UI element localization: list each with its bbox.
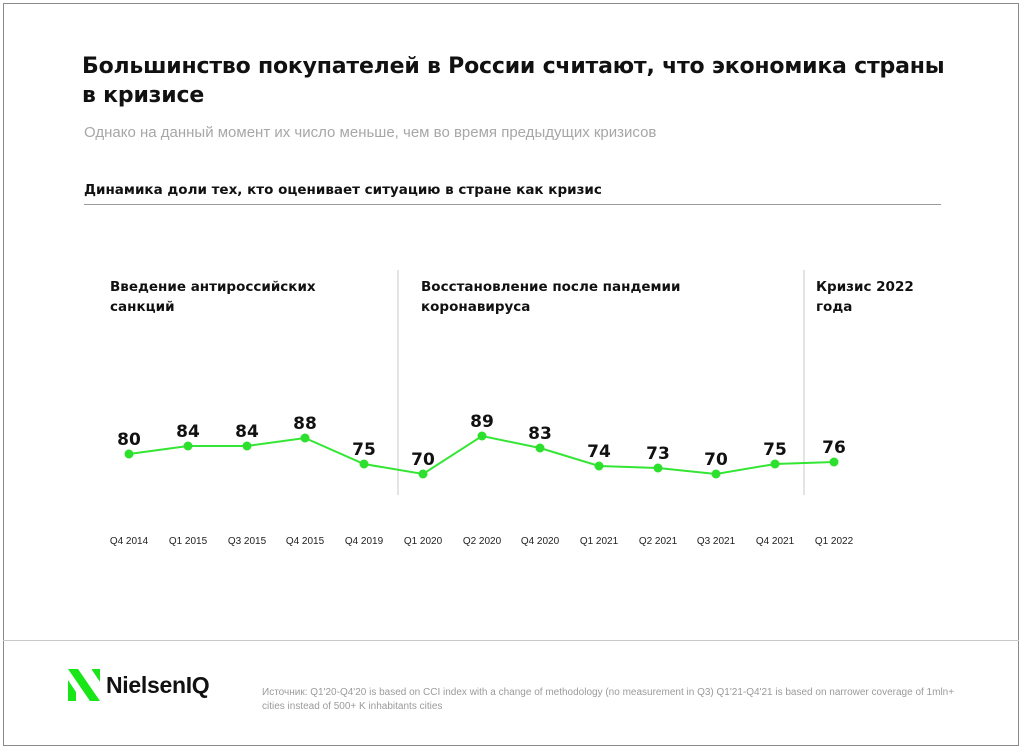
period-label-crisis-2022: Кризис 2022 года (816, 279, 914, 315)
x-tick-label: Q1 2022 (815, 536, 854, 547)
x-tick-label: Q3 2021 (697, 536, 736, 547)
x-tick-label: Q2 2020 (463, 536, 502, 547)
x-tick-label: Q2 2021 (639, 536, 678, 547)
data-point-q4-2020 (535, 443, 545, 453)
data-point-q4-2021 (770, 459, 780, 469)
chart-heading: Динамика доли тех, кто оценивает ситуаци… (84, 182, 602, 198)
data-label: 75 (352, 440, 376, 460)
x-tick-label: Q4 2020 (521, 536, 560, 547)
data-label: 88 (293, 414, 317, 434)
data-point-q2-2021 (653, 463, 663, 473)
page-subtitle: Однако на данный момент их число меньше,… (84, 124, 657, 141)
x-tick-label: Q4 2019 (345, 536, 384, 547)
x-tick-label: Q4 2014 (110, 536, 149, 547)
data-label: 89 (470, 412, 494, 432)
data-point-q1-2015 (183, 441, 193, 451)
period-label-sanctions: Введение антироссийских санкций (110, 279, 316, 315)
data-label: 73 (646, 444, 670, 464)
x-tick-label: Q3 2015 (228, 536, 267, 547)
data-point-q1-2020 (418, 469, 428, 479)
x-tick-label: Q4 2015 (286, 536, 325, 547)
data-point-q3-2021 (711, 469, 721, 479)
heading-divider (84, 204, 941, 205)
data-point-q4-2019 (359, 459, 369, 469)
data-point-q2-2020 (477, 431, 487, 441)
nielseniq-logo: NielsenIQ (66, 668, 210, 702)
nielseniq-mark-icon (68, 669, 100, 701)
x-tick-label: Q1 2020 (404, 536, 443, 547)
data-label: 84 (176, 422, 200, 442)
data-label: 70 (704, 450, 728, 470)
data-label: 74 (587, 442, 611, 462)
data-point-q1-2021 (594, 461, 604, 471)
data-point-q4-2014 (124, 449, 134, 459)
data-point-q3-2015 (242, 441, 252, 451)
data-point-q1-2022 (829, 457, 839, 467)
data-point-q4-2015 (300, 433, 310, 443)
data-label: 83 (528, 424, 552, 444)
data-label: 75 (763, 440, 787, 460)
source-note: Источник: Q1'20-Q4'20 is based on CCI in… (262, 687, 955, 712)
page-title: Большинство покупателей в России считают… (82, 54, 945, 108)
data-label: 70 (411, 450, 435, 470)
x-tick-label: Q4 2021 (756, 536, 795, 547)
page-frame (3, 3, 1019, 746)
data-label: 76 (822, 438, 846, 458)
x-tick-label: Q1 2015 (169, 536, 208, 547)
period-label-pandemic-recovery: Восстановление после пандемии коронавиру… (421, 279, 681, 315)
x-tick-label: Q1 2021 (580, 536, 619, 547)
data-label: 80 (117, 430, 141, 450)
logo-wordmark: NielsenIQ (106, 671, 210, 698)
data-label: 84 (235, 422, 259, 442)
footer-divider (3, 640, 1019, 641)
